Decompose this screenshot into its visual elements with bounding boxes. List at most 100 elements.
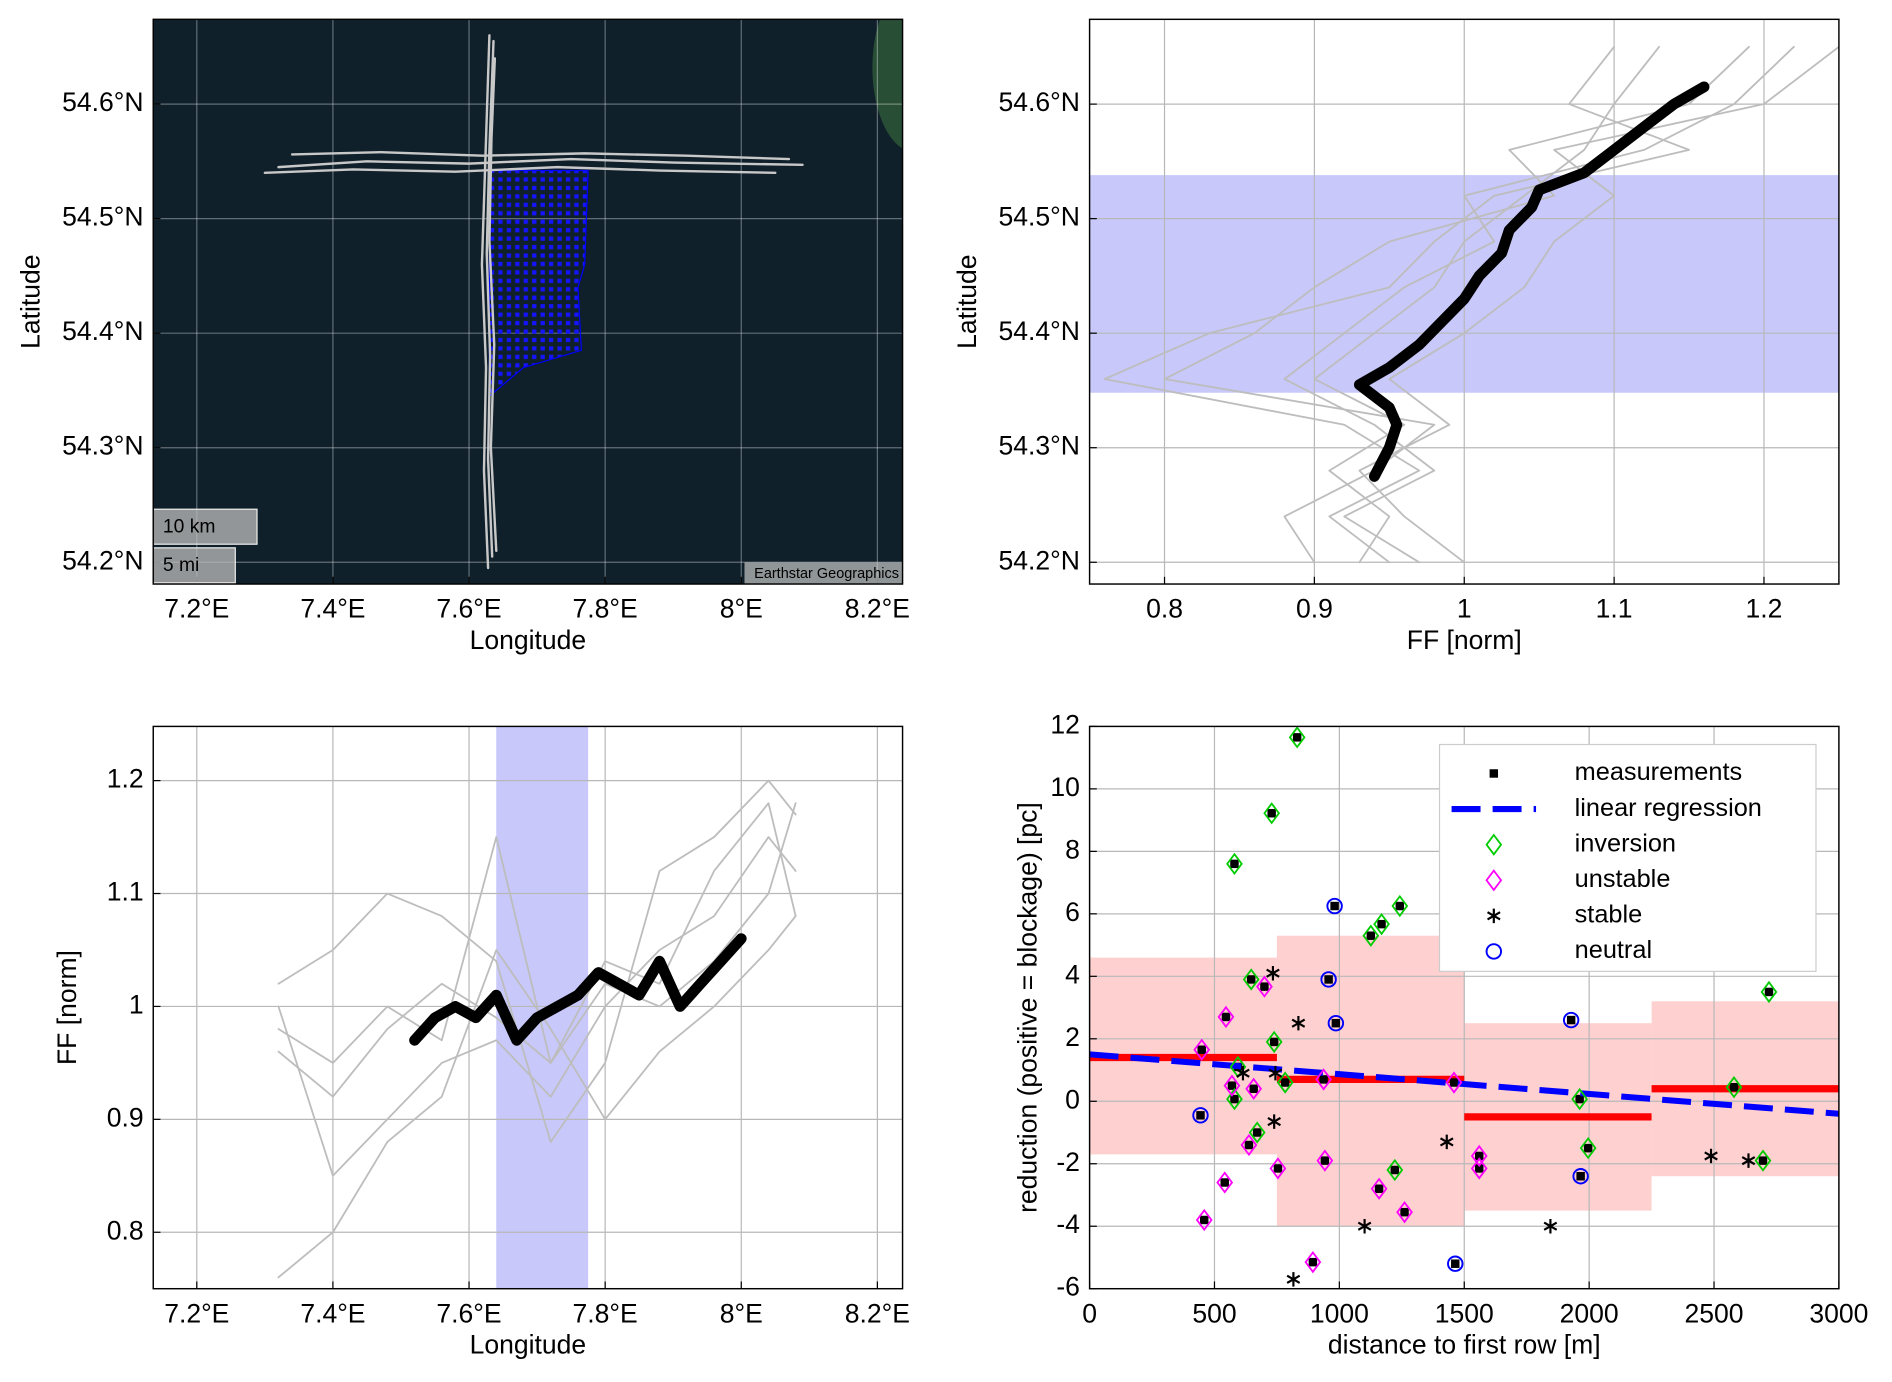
x-tick-label: 2000 <box>1560 1298 1619 1328</box>
plot-area <box>1089 726 1839 1289</box>
star-marker <box>1543 1218 1558 1234</box>
diamond-marker <box>1288 726 1306 749</box>
diamond-marker <box>1396 1201 1413 1224</box>
circle-marker <box>1327 1014 1345 1032</box>
track-line <box>1163 45 1750 564</box>
y-tick-label: -4 <box>1056 1209 1080 1239</box>
measurement-point <box>1576 1172 1585 1181</box>
x-axis-label: Longitude <box>470 625 587 655</box>
star-marker <box>1236 1065 1250 1081</box>
star-marker <box>1439 1134 1454 1150</box>
track-line <box>277 157 804 169</box>
star-marker <box>1291 1015 1306 1031</box>
star-marker <box>1357 1218 1372 1234</box>
band <box>496 726 589 1289</box>
measurement-point <box>1249 1084 1258 1094</box>
diamond-marker <box>1373 912 1390 936</box>
measurement-point <box>1221 1012 1231 1022</box>
measurement-point <box>1260 982 1269 991</box>
measurement-point <box>1475 1151 1484 1161</box>
measurement-point <box>1390 1165 1400 1175</box>
diamond-marker <box>1217 1005 1235 1029</box>
diamond-marker <box>1571 1087 1589 1111</box>
diamond-marker <box>1256 975 1273 998</box>
legend-swatch <box>1486 908 1501 924</box>
legend-label: inversion <box>1575 829 1676 857</box>
measurement-point <box>1451 1259 1460 1268</box>
x-tick-label: 0.8 <box>1146 594 1183 624</box>
measurement-point <box>1331 1018 1341 1028</box>
diamond-marker <box>1579 1136 1597 1160</box>
x-axis-label: FF [norm] <box>1407 625 1522 655</box>
track-line <box>1103 45 1690 564</box>
diamond-marker <box>1725 1076 1743 1099</box>
measurement-point <box>1475 1164 1484 1173</box>
measurement-point <box>1252 1128 1262 1137</box>
y-tick-label: 54.3°N <box>999 431 1080 461</box>
diamond-marker <box>1445 1071 1463 1094</box>
scale-bar <box>152 547 236 584</box>
measurement-point <box>1230 859 1239 869</box>
measurement-point <box>1220 1178 1229 1187</box>
measurement-point <box>1267 809 1276 818</box>
y-tick-label: 4 <box>1065 959 1080 989</box>
y-tick-label: 6 <box>1065 897 1080 927</box>
plot-frame <box>1088 725 1840 1290</box>
star-marker <box>1286 1272 1301 1287</box>
y-tick-label: 54.4°N <box>62 316 143 346</box>
x-tick-label: 1.2 <box>1746 594 1783 624</box>
y-axis-label: Latitude <box>16 254 46 348</box>
diamond-marker <box>1370 1177 1388 1200</box>
y-tick-label: 2 <box>1065 1022 1080 1052</box>
measurement-point <box>1729 1082 1739 1092</box>
diamond-marker <box>1391 894 1409 918</box>
x-axis-label: distance to first row [m] <box>1328 1330 1601 1360</box>
x-tick-label: 7.6°E <box>436 1298 501 1328</box>
track-line <box>290 150 791 161</box>
circle-marker <box>1326 897 1343 915</box>
track-line <box>277 802 797 1064</box>
y-tick-label: 10 <box>1050 772 1080 802</box>
x-tick-label: 7.4°E <box>300 1298 365 1328</box>
star-marker <box>1704 1148 1718 1164</box>
y-tick-label: 54.5°N <box>62 202 143 232</box>
x-tick-label: 1.1 <box>1596 594 1633 624</box>
x-tick-label: 500 <box>1192 1298 1236 1328</box>
circle-marker <box>1572 1168 1589 1185</box>
measurement-point <box>1292 733 1302 742</box>
y-axis-label: Latitude <box>952 254 982 348</box>
x-axis-label: Longitude <box>470 1330 587 1360</box>
plot-area <box>1089 19 1839 585</box>
diamond-marker <box>1315 1068 1332 1091</box>
regression-line <box>1089 1051 1839 1117</box>
circle-marker <box>1192 1107 1209 1124</box>
y-tick-label: 54.2°N <box>999 545 1080 575</box>
measurement-point <box>1583 1143 1593 1153</box>
diamond-marker <box>1216 1171 1234 1194</box>
diamond-marker <box>1226 1087 1243 1111</box>
attribution: Earthstar Geographics <box>754 566 899 582</box>
scale-label: 10 km <box>163 516 216 537</box>
legend-box <box>1438 743 1817 972</box>
measurement-point <box>1319 1075 1328 1084</box>
diamond-marker <box>1226 852 1243 876</box>
diamond-marker <box>1193 1038 1211 1061</box>
x-tick-label: 7.2°E <box>164 594 229 624</box>
measurement-point <box>1280 1078 1290 1087</box>
y-tick-label: 0 <box>1065 1084 1080 1114</box>
y-tick-label: 1.1 <box>107 877 144 907</box>
plot-frame <box>152 725 904 1290</box>
measurement-point <box>1197 1045 1206 1054</box>
x-tick-label: 0.9 <box>1296 594 1333 624</box>
measurement-point <box>1244 1140 1254 1150</box>
y-tick-label: 54.6°N <box>62 87 143 117</box>
diamond-marker <box>1248 1121 1266 1144</box>
measurement-point <box>1324 975 1333 984</box>
diamond-marker <box>1276 1071 1294 1094</box>
measurement-point <box>1320 1156 1330 1165</box>
y-tick-label: 0.8 <box>107 1215 144 1245</box>
y-tick-label: -6 <box>1056 1272 1080 1302</box>
y-tick-label: 54.4°N <box>999 316 1080 346</box>
wind-farm <box>488 169 589 398</box>
measurement-point <box>1269 1037 1279 1047</box>
